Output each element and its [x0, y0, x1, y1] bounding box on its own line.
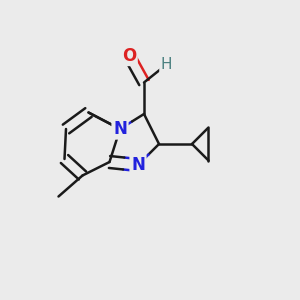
- Text: N: N: [131, 156, 145, 174]
- Text: O: O: [122, 46, 136, 64]
- Text: N: N: [113, 120, 127, 138]
- Text: H: H: [161, 57, 172, 72]
